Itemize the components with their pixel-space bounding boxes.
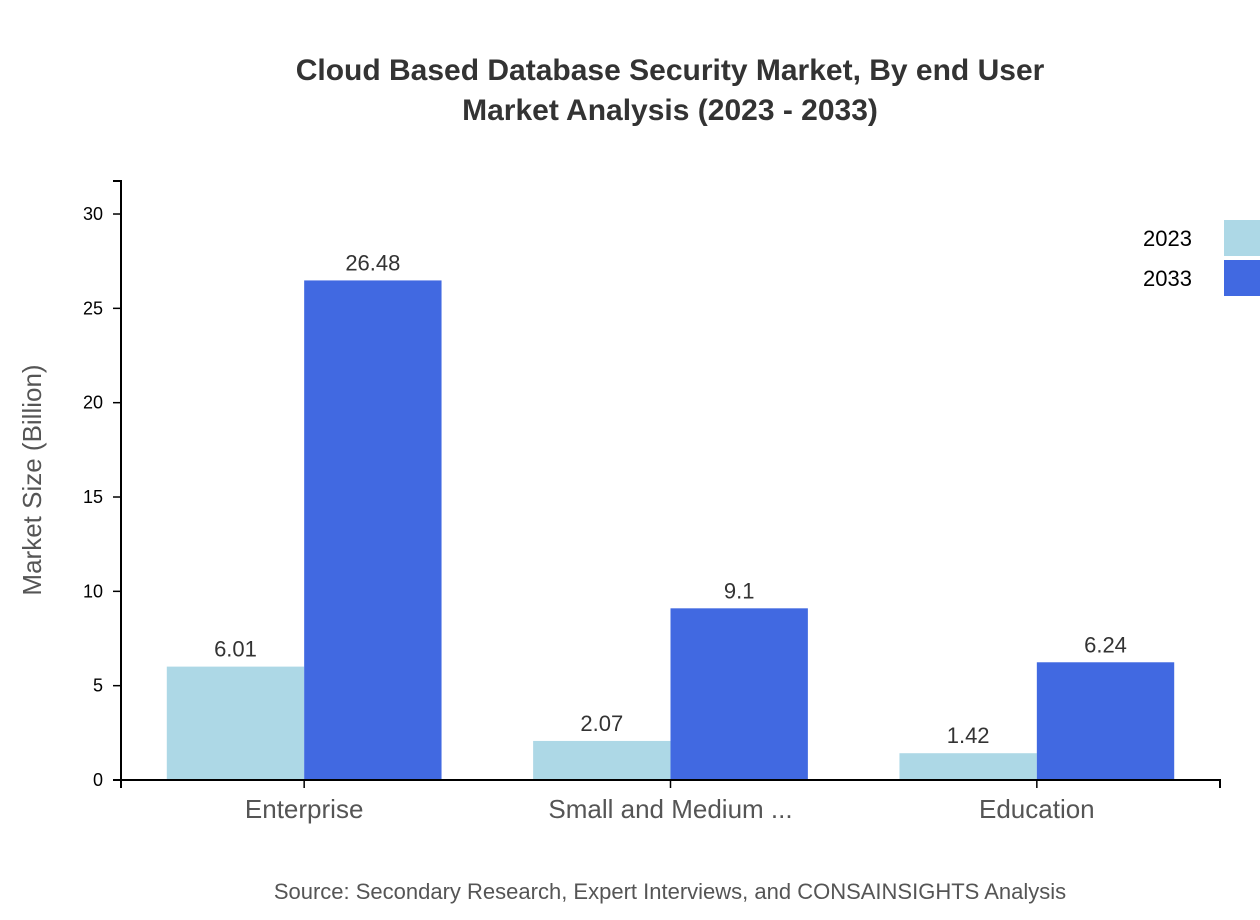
y-tick-label: 10 bbox=[83, 581, 103, 601]
x-tick-label: Enterprise bbox=[245, 794, 364, 824]
bars-group: 6.01 26.48 2.07 9.1 1.42 6.24 bbox=[166, 250, 1175, 780]
legend-swatch-2033 bbox=[1224, 260, 1260, 296]
x-axis-line bbox=[120, 779, 1221, 788]
bar-2023-0 bbox=[166, 666, 305, 780]
legend: 2023 2033 bbox=[1143, 220, 1260, 296]
data-label: 1.42 bbox=[947, 723, 990, 748]
data-label: 6.01 bbox=[214, 637, 257, 662]
legend-label-2033: 2033 bbox=[1143, 266, 1192, 291]
y-axis-label: Market Size (Billion) bbox=[17, 364, 47, 595]
bar-2023-1 bbox=[533, 740, 671, 780]
legend-swatch-2023 bbox=[1224, 220, 1260, 256]
y-tick-label: 30 bbox=[83, 204, 103, 224]
y-tick-label: 25 bbox=[83, 298, 103, 318]
chart-title-line-1: Cloud Based Database Security Market, By… bbox=[296, 54, 1045, 87]
bar-2023-2 bbox=[899, 753, 1037, 780]
axes-group: Enterprise Small and Medium ... Education 0… bbox=[83, 180, 1221, 824]
x-tick-label: Education bbox=[979, 794, 1095, 824]
bar-2033-2 bbox=[1036, 662, 1175, 780]
data-label: 6.24 bbox=[1084, 632, 1127, 657]
y-tick-label: 20 bbox=[83, 393, 103, 413]
y-tick-label: 15 bbox=[83, 487, 103, 507]
data-label: 9.1 bbox=[724, 578, 755, 603]
y-tick-label: 0 bbox=[93, 770, 103, 790]
data-label: 2.07 bbox=[580, 711, 623, 736]
source-note: Source: Secondary Research, Expert Inter… bbox=[274, 879, 1066, 904]
bar-2033-1 bbox=[670, 608, 808, 780]
legend-label-2023: 2023 bbox=[1143, 226, 1192, 251]
x-tick-label: Small and Medium ... bbox=[548, 794, 792, 824]
data-label: 26.48 bbox=[345, 250, 400, 275]
y-tick-label: 5 bbox=[93, 676, 103, 696]
bar-2033-0 bbox=[304, 280, 442, 780]
y-axis-line bbox=[113, 180, 122, 781]
chart-title-line-2: Market Analysis (2023 - 2033) bbox=[462, 94, 878, 127]
